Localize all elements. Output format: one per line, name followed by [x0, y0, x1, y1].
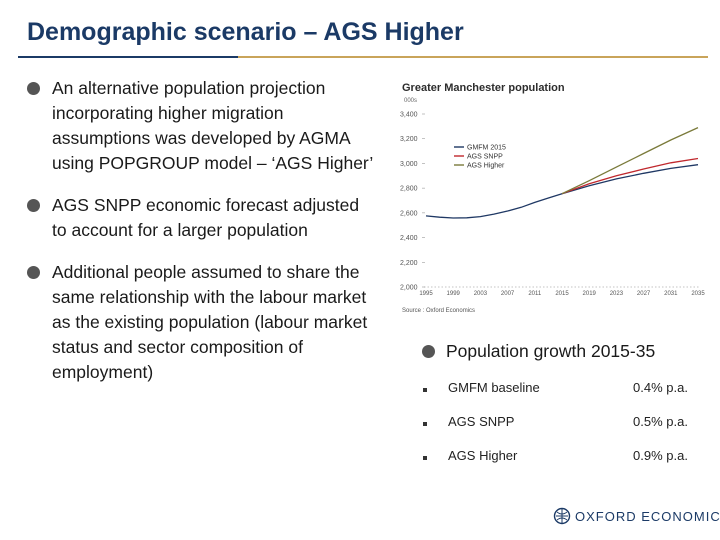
bullet-dot-icon [422, 345, 435, 358]
square-bullet-icon [423, 422, 427, 426]
bullet-dot-icon [27, 199, 40, 212]
title-rule-gold [238, 56, 708, 58]
growth-row-label: GMFM baseline [448, 380, 540, 395]
population-chart: Greater Manchester population 000s 2,000 2,… [378, 76, 710, 322]
bullet-text: Additional people assumed to share the s… [52, 262, 368, 382]
bullet-item: AGS SNPP economic forecast adjusted to a… [26, 193, 378, 243]
series-line [561, 157, 699, 195]
x-tick-label: 2007 [501, 291, 515, 297]
x-tick-label: 1995 [419, 291, 433, 297]
legend-label: AGS Higher [467, 163, 505, 170]
square-bullet-icon [423, 388, 427, 392]
legend-label: AGS SNPP [467, 154, 503, 161]
legend-label: GMFM 2015 [467, 145, 506, 152]
series-line [561, 127, 699, 195]
bullet-list: An alternative population projection inc… [26, 76, 378, 402]
chart-title: Greater Manchester population [402, 82, 565, 94]
x-tick-label: 1999 [447, 291, 461, 297]
y-tick-label: 2,400 [400, 235, 418, 242]
population-chart-svg: Greater Manchester population 000s 2,000 2,… [400, 82, 705, 314]
square-bullet-icon [423, 456, 427, 460]
oxford-economics-logo: OXFORD ECONOMICS [553, 507, 720, 525]
growth-row: GMFM baseline 0.4% p.a. [418, 380, 710, 414]
y-tick-label: 2,800 [400, 186, 418, 193]
oxford-economics-logo-icon [553, 507, 571, 525]
bullet-item: An alternative population projection inc… [26, 76, 378, 176]
bullet-item: Additional people assumed to share the s… [26, 260, 378, 385]
y-tick-label: 3,200 [400, 136, 418, 143]
x-tick-label: 2023 [610, 291, 624, 297]
bullet-dot-icon [27, 82, 40, 95]
bullet-text: An alternative population projection inc… [52, 78, 374, 173]
growth-row: AGS SNPP 0.5% p.a. [418, 414, 710, 448]
growth-row-value: 0.9% p.a. [633, 448, 688, 463]
growth-row-label: AGS Higher [448, 448, 518, 463]
x-tick-label: 2035 [691, 291, 705, 297]
bullet-dot-icon [27, 266, 40, 279]
x-tick-label: 2015 [555, 291, 569, 297]
chart-source: Source : Oxford Economics [402, 308, 475, 314]
y-tick-label: 3,400 [400, 112, 418, 119]
x-tick-label: 2019 [583, 291, 597, 297]
y-tick-label: 3,000 [400, 161, 418, 168]
x-tick-label: 2011 [528, 291, 542, 297]
growth-heading-text: Population growth 2015-35 [446, 341, 656, 361]
y-tick-label: 2,200 [400, 260, 418, 267]
x-tick-label: 2003 [474, 291, 488, 297]
series-line [425, 164, 699, 219]
growth-heading: Population growth 2015-35 [418, 338, 710, 364]
chart-ylabel: 000s [404, 98, 417, 104]
growth-row: AGS Higher 0.9% p.a. [418, 448, 710, 482]
y-tick-label: 2,600 [400, 210, 418, 217]
x-tick-label: 2031 [664, 291, 678, 297]
growth-panel: Population growth 2015-35 GMFM baseline … [418, 338, 710, 482]
x-tick-label: 2027 [637, 291, 651, 297]
bullet-text: AGS SNPP economic forecast adjusted to a… [52, 195, 360, 240]
growth-row-label: AGS SNPP [448, 414, 515, 429]
y-tick-label: 2,000 [400, 285, 418, 292]
growth-row-value: 0.5% p.a. [633, 414, 688, 429]
growth-row-value: 0.4% p.a. [633, 380, 688, 395]
logo-text: OXFORD ECONOMICS [575, 508, 720, 524]
title-rule-dark [18, 56, 238, 58]
slide-title: Demographic scenario – AGS Higher [27, 18, 464, 46]
